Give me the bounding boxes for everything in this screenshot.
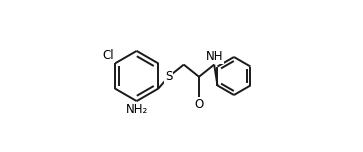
Text: NH₂: NH₂ (126, 103, 148, 116)
Text: NH: NH (205, 50, 223, 63)
Text: S: S (165, 70, 172, 83)
Text: Cl: Cl (103, 49, 114, 62)
Text: O: O (194, 98, 204, 111)
